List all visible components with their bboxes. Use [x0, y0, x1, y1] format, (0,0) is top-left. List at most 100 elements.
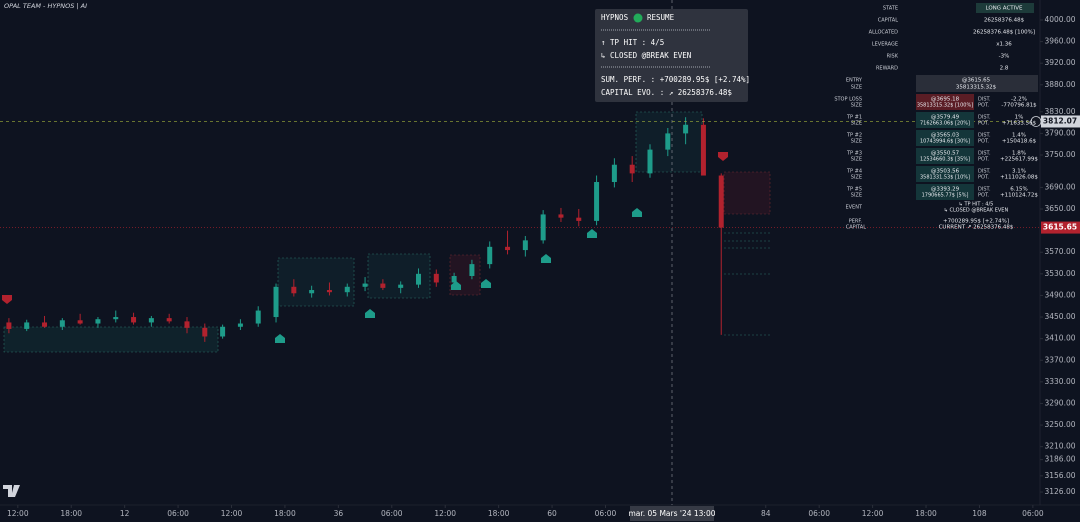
panel-label: DIST.	[978, 169, 991, 175]
panel-label: SIZE	[851, 103, 862, 109]
y-tick-label: 3960.00	[1044, 37, 1075, 46]
y-tick-label: 3186.00	[1044, 455, 1075, 464]
panel-value: +225617.99$	[1000, 157, 1038, 163]
candle-body	[487, 246, 493, 265]
candle-body	[42, 322, 48, 327]
panel-label: DIST.	[978, 115, 991, 121]
panel-value: 3.1%	[1012, 169, 1026, 175]
y-tick-label: 3370.00	[1044, 355, 1075, 364]
x-tick-label: 12:00	[7, 509, 29, 518]
panel-value: -770796.81$	[1001, 103, 1037, 109]
tooltip-name: HYPNOS	[601, 13, 629, 22]
panel-label: RISK	[887, 54, 899, 60]
x-tick-label: 06:00	[595, 509, 617, 518]
x-tick-label: 12:00	[221, 509, 243, 518]
trade-zone	[277, 257, 355, 307]
candle-body	[665, 133, 671, 150]
panel-label: ENTRY	[846, 78, 863, 84]
candle-body	[77, 320, 83, 324]
panel-label: DIST.	[978, 187, 991, 193]
candle-body	[433, 273, 439, 283]
level-box	[916, 184, 974, 200]
panel-value: 1.4%	[1012, 133, 1026, 139]
panel-label: LEVERAGE	[872, 42, 898, 48]
panel-value: 7162663.06$ [20%]	[920, 121, 970, 127]
candle-body	[309, 290, 315, 294]
crosshair-time-box	[630, 506, 714, 521]
candle-body	[220, 326, 226, 337]
sell-marker	[2, 295, 12, 304]
panel-value: 1.8%	[1012, 151, 1026, 157]
y-tick-label: 3880.00	[1044, 80, 1075, 89]
x-tick-label: 36	[334, 509, 344, 518]
candle-body	[611, 164, 617, 183]
panel-label: TP #3	[846, 151, 862, 157]
candle-body	[469, 264, 475, 276]
candle-body	[237, 323, 243, 327]
panel-label: POT.	[978, 193, 989, 199]
x-tick-label: 84	[761, 509, 771, 518]
panel-value: @3503.56	[931, 169, 960, 175]
panel-label: TP #5	[846, 187, 862, 193]
panel-value: CURRENT ↗ 26258376.48$	[939, 225, 1014, 231]
x-tick-label: 12:00	[862, 509, 884, 518]
panel-value: 26258376.48$ [100%]	[973, 30, 1035, 36]
panel-value: @3579.49	[931, 115, 960, 121]
y-tick-label: 3750.00	[1044, 150, 1075, 159]
panel-label: TP #2	[846, 133, 862, 139]
panel-label: POT.	[978, 139, 989, 145]
candle-body	[451, 275, 457, 283]
y-tick-label: 3920.00	[1044, 58, 1075, 67]
panel-label: PERF.	[849, 219, 863, 225]
panel-value: 3581331.53$ [10%]	[920, 175, 970, 181]
panel-value: 35813315.32$ [100%]	[917, 103, 973, 109]
x-tick-label: 18:00	[915, 509, 937, 518]
panel-value: 2.8	[1000, 66, 1009, 72]
candle-body	[629, 164, 635, 174]
panel-value: +700289.95$ [+2.74%]	[943, 219, 1009, 225]
y-tick-label: 3210.00	[1044, 442, 1075, 451]
panel-value: LONG ACTIVE	[985, 6, 1023, 12]
entry-box	[916, 75, 1038, 92]
panel-value: 6.15%	[1010, 187, 1027, 193]
tooltip-capital: CAPITAL EVO. : ↗ 26258376.48$	[601, 88, 732, 97]
candle-body	[166, 318, 172, 322]
candle-body	[647, 149, 653, 174]
y-tick-label: 3126.00	[1044, 487, 1075, 496]
candle-body	[273, 286, 279, 318]
candle-body	[594, 182, 600, 221]
y-tick-label: 3790.00	[1044, 128, 1075, 137]
candle-body	[6, 322, 12, 329]
candle-body	[576, 217, 582, 221]
panel-label: POT.	[978, 157, 989, 163]
panel-label: REWARD	[876, 66, 898, 72]
x-tick-label: 06:00	[381, 509, 403, 518]
candle-body	[362, 283, 368, 287]
panel-value: +150418.6$	[1002, 139, 1037, 145]
candle-body	[558, 214, 564, 218]
panel-value: -2.2%	[1011, 97, 1027, 103]
x-tick-label: 06:00	[167, 509, 189, 518]
panel-value: +110124.72$	[1000, 193, 1038, 199]
tooltip-event: ↑ TP HIT : 4/5	[601, 38, 664, 47]
panel-value: ↳ TP HIT : 4/5	[959, 202, 994, 208]
level-box	[916, 94, 974, 110]
level-box	[916, 130, 974, 146]
panel-label: CAPITAL	[846, 225, 866, 231]
panel-value: 1%	[1015, 115, 1024, 121]
panel-value: 26258376.48$	[984, 18, 1025, 24]
candle-body	[718, 175, 724, 228]
panel-value: ↳ CLOSED @BREAK EVEN	[944, 208, 1009, 214]
candle-body	[184, 321, 190, 328]
buy-marker	[481, 279, 491, 288]
panel-value: @3393.29	[931, 187, 960, 193]
panel-value: 12534660.3$ [35%]	[920, 157, 970, 163]
candle-body	[59, 320, 65, 327]
panel-value: @3550.57	[931, 151, 960, 157]
x-tick-label: 60	[547, 509, 557, 518]
candle-body	[415, 273, 421, 285]
candle-body	[380, 283, 386, 288]
